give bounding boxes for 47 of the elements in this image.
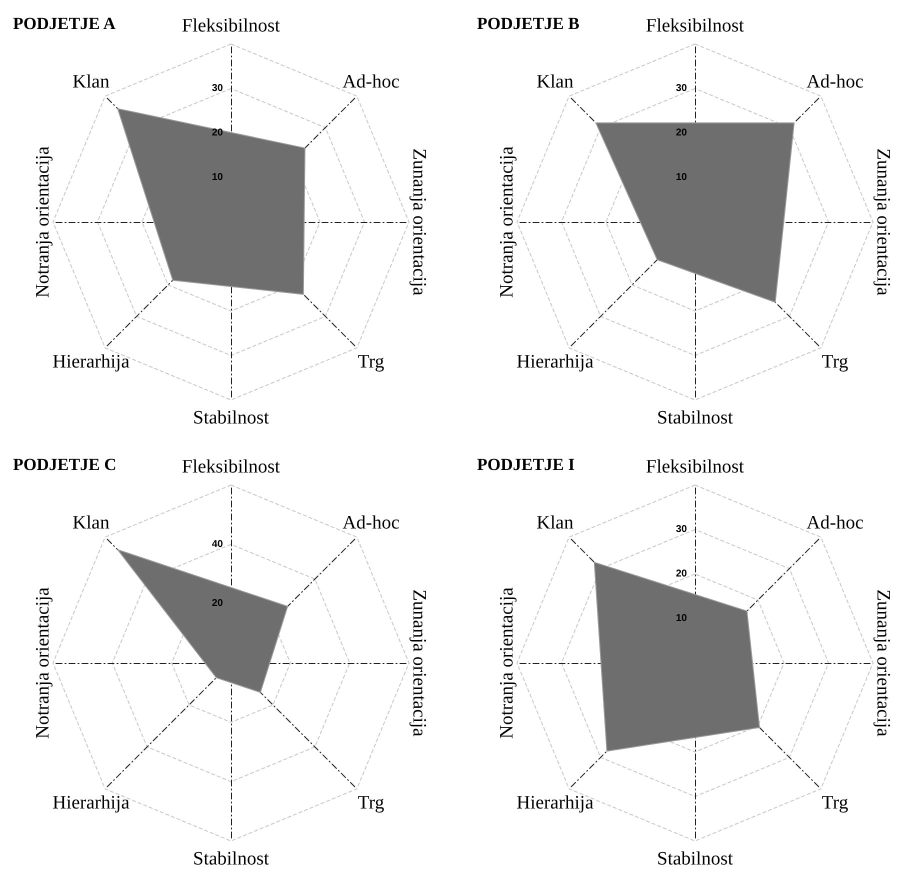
spoke-label: Zunanja orientacija — [872, 148, 894, 296]
spoke-label: Notranja orientacija — [496, 586, 518, 739]
spoke-label: Trg — [358, 792, 385, 814]
spoke-label: Trg — [822, 352, 849, 373]
y-tick-label: 30 — [676, 524, 688, 535]
spoke-label: Ad-hoc — [342, 512, 400, 534]
spoke-label: Zunanja orientacija — [408, 589, 430, 738]
y-tick-label: 40 — [212, 538, 224, 550]
spoke-label: Trg — [822, 792, 849, 814]
spoke-label: Ad-hoc — [806, 71, 864, 92]
spoke-label: Klan — [536, 71, 574, 92]
y-tick-label: 20 — [212, 598, 224, 610]
spoke-label: Notranja orientacija — [32, 146, 54, 298]
chart-title: PODJETJE B — [477, 14, 580, 33]
spoke-label: Hierarhija — [516, 352, 594, 373]
spoke-label: Zunanja orientacija — [872, 589, 894, 738]
spoke-label: Fleksibilnost — [182, 456, 281, 478]
spoke-label: Zunanja orientacija — [408, 148, 430, 296]
y-tick-label: 10 — [212, 172, 224, 183]
spoke-label: Stabilnost — [656, 848, 734, 870]
spoke-label: Hierarhija — [52, 792, 130, 814]
y-tick-label: 30 — [676, 83, 688, 94]
spoke-label: Notranja orientacija — [496, 146, 518, 298]
spoke-label: Stabilnost — [192, 408, 270, 428]
spoke-label: Stabilnost — [192, 848, 270, 870]
spoke-label: Trg — [358, 352, 385, 373]
spoke-label: Fleksibilnost — [646, 16, 745, 36]
spoke-label: Klan — [72, 71, 110, 92]
chart-title: PODJETJE I — [477, 455, 576, 474]
y-tick-label: 10 — [676, 172, 688, 183]
spoke-label: Notranja orientacija — [32, 586, 54, 739]
spoke-label: Ad-hoc — [806, 512, 864, 534]
y-tick-label: 20 — [676, 568, 688, 580]
spoke-label: Fleksibilnost — [182, 16, 281, 36]
spoke-label: Ad-hoc — [342, 71, 400, 92]
y-tick-label: 10 — [676, 613, 688, 624]
chart-title: PODJETJE A — [13, 14, 116, 33]
y-tick-label: 20 — [676, 128, 688, 138]
spoke-label: Klan — [536, 512, 574, 534]
y-tick-label: 20 — [212, 128, 224, 138]
spoke-label: Stabilnost — [656, 408, 734, 428]
y-tick-label: 30 — [212, 83, 224, 94]
spoke-label: Hierarhija — [516, 792, 594, 814]
spoke-label: Hierarhija — [52, 352, 130, 373]
chart-title: PODJETJE C — [13, 455, 116, 474]
spoke-label: Klan — [72, 512, 110, 534]
spoke-label: Fleksibilnost — [646, 456, 745, 478]
